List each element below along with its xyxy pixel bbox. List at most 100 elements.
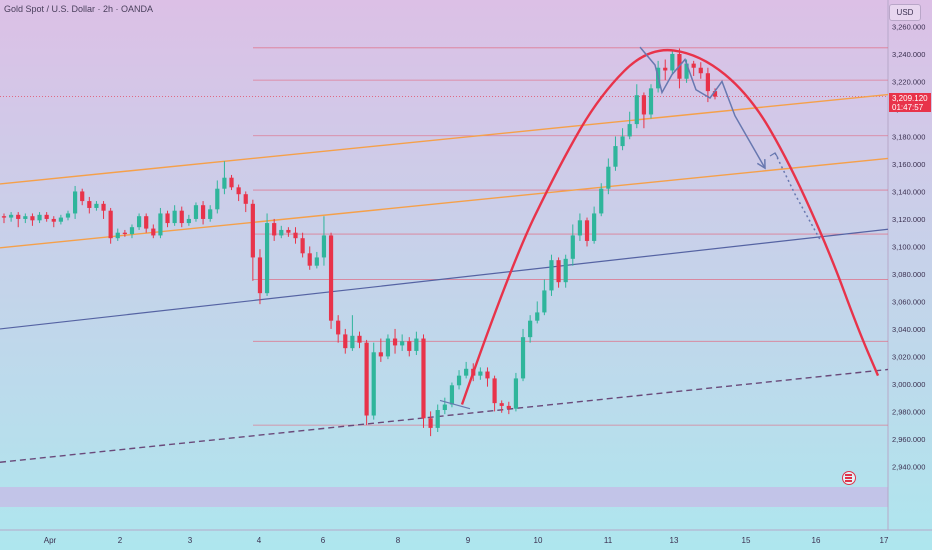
volume-pane: [0, 487, 888, 507]
candle-body-0: [1, 216, 7, 218]
candle-body-44: [314, 257, 319, 266]
trend-line: [0, 228, 889, 330]
price-tick-label-9: 3,120.000: [892, 215, 925, 224]
price-tick-label-3: 3,000.000: [892, 380, 925, 389]
candle-body-31: [222, 177, 227, 189]
candle-body-61: [435, 410, 440, 428]
candle-body-9: [65, 213, 71, 218]
rounded-top-arc: [460, 48, 880, 405]
time-tick-label-9: 13: [670, 536, 679, 545]
candle-body-28: [200, 205, 206, 219]
candle-body-100: [712, 91, 718, 97]
candle-body-59: [421, 338, 426, 419]
candle-body-47: [336, 320, 341, 335]
candle-body-48: [343, 334, 348, 349]
time-tick-label-7: 10: [534, 536, 543, 545]
candle-body-35: [250, 203, 255, 258]
candle-body-64: [456, 375, 462, 386]
candle-body-21: [151, 228, 156, 236]
price-tick-label-0: 2,940.000: [892, 462, 925, 471]
candle-body-94: [670, 53, 675, 71]
candle-body-98: [698, 67, 703, 74]
channel-upper-line: [0, 93, 889, 185]
candle-body-5: [37, 214, 42, 221]
candle-body-89: [634, 95, 639, 125]
time-tick-label-6: 9: [466, 536, 471, 545]
candle-body-6: [44, 214, 49, 219]
candle-body-12: [87, 201, 92, 208]
candle-body-53: [378, 352, 383, 357]
time-tick-label-2: 3: [188, 536, 193, 545]
candle-body-79: [563, 258, 568, 283]
candle-body-68: [485, 371, 490, 379]
currency-button[interactable]: USD: [889, 4, 921, 21]
time-tick-label-1: 2: [118, 536, 123, 545]
candle-body-45: [321, 235, 327, 258]
candle-body-76: [542, 290, 547, 313]
candle-body-91: [648, 88, 654, 115]
candle-body-39: [279, 229, 284, 236]
projection-arrowhead: [756, 159, 766, 170]
bar-countdown: 01:47:57: [892, 103, 924, 112]
time-tick-label-8: 11: [604, 536, 613, 545]
candle-body-67: [478, 371, 483, 376]
candle-body-2: [16, 214, 21, 219]
price-tick-label-14: 3,220.000: [892, 77, 925, 86]
candle-body-24: [172, 210, 177, 224]
candle-body-90: [641, 95, 646, 115]
candle-body-16: [115, 232, 120, 239]
candle-body-93: [663, 67, 668, 71]
projection-dotted-arrowhead: [769, 152, 779, 159]
candle-body-41: [293, 232, 298, 239]
candle-body-13: [94, 203, 99, 208]
candle-body-36: [257, 257, 263, 294]
candle-body-27: [193, 205, 199, 219]
support-dashed-line: [0, 368, 889, 463]
candle-body-51: [364, 342, 369, 416]
candle-body-82: [584, 220, 590, 241]
candle-body-7: [51, 218, 56, 222]
candle-body-72: [513, 378, 519, 409]
candle-body-25: [179, 210, 184, 224]
candle-body-63: [449, 385, 455, 405]
candle-body-43: [307, 253, 312, 266]
candle-body-75: [535, 312, 540, 321]
candle-body-20: [144, 216, 149, 229]
candle-body-38: [272, 223, 277, 236]
candle-body-11: [80, 191, 85, 202]
candle-body-62: [442, 404, 447, 411]
price-tick-label-8: 3,100.000: [892, 242, 925, 251]
candle-body-77: [549, 260, 554, 291]
candle-body-84: [599, 188, 604, 214]
candle-body-42: [300, 238, 305, 254]
candle-body-33: [236, 187, 241, 195]
candle-body-71: [506, 405, 511, 409]
events-icon[interactable]: [842, 471, 856, 485]
candle-body-69: [492, 378, 497, 404]
projection-dotted-path: [774, 152, 821, 240]
candle-body-29: [208, 209, 213, 219]
price-tick-label-6: 3,060.000: [892, 297, 925, 306]
candle-body-23: [165, 213, 170, 224]
candle-body-8: [58, 217, 63, 222]
candle-body-30: [215, 188, 220, 210]
candle-body-15: [108, 210, 113, 239]
candle-body-50: [357, 335, 362, 343]
candle-body-4: [30, 216, 35, 221]
candle-body-26: [186, 218, 191, 224]
price-tick-label-1: 2,960.000: [892, 435, 925, 444]
price-tick-label-12: 3,180.000: [892, 132, 925, 141]
candle-body-65: [464, 368, 469, 376]
candle-body-86: [613, 146, 618, 167]
candle-body-78: [556, 260, 561, 283]
price-tick-label-2: 2,980.000: [892, 407, 925, 416]
candle-body-54: [385, 338, 391, 357]
last-price-value: 3,209.120: [892, 94, 928, 103]
candle-body-99: [705, 73, 710, 92]
candle-body-3: [23, 216, 28, 219]
projection-path: [639, 46, 766, 169]
candle-body-97: [691, 63, 696, 68]
